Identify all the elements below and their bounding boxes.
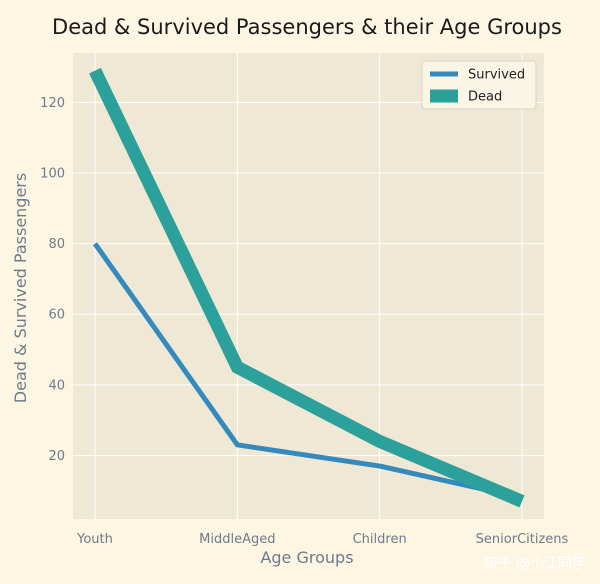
series-layer: [89, 67, 525, 508]
y-tick-label: 120: [40, 96, 65, 111]
watermark-text: 知乎 @小江同学: [484, 555, 586, 572]
series-line-survived: [92, 242, 523, 501]
y-tick-label: 80: [48, 237, 65, 252]
y-tick-label: 40: [48, 378, 65, 393]
y-tick-label: 60: [48, 308, 65, 323]
y-axis-ticks: 20 40 60 80 100 120: [40, 96, 65, 464]
series-line-dead: [89, 67, 525, 508]
y-tick-label: 20: [48, 449, 65, 464]
x-axis-ticks: Youth MiddleAged Children SeniorCitizens: [76, 532, 568, 547]
legend-label: Survived: [468, 68, 525, 83]
x-tick-label: SeniorCitizens: [476, 532, 569, 547]
x-axis-label: Age Groups: [260, 548, 353, 567]
x-tick-label: Youth: [76, 532, 113, 547]
x-tick-label: Children: [353, 532, 407, 547]
legend-label: Dead: [468, 90, 502, 105]
y-axis-label: Dead & Survived Passengers: [11, 173, 30, 403]
y-tick-label: 100: [40, 167, 65, 182]
x-tick-label: MiddleAged: [199, 532, 275, 547]
chart-title: Dead & Survived Passengers & their Age G…: [52, 15, 562, 39]
legend: Survived Dead: [421, 60, 537, 110]
plot-area: [73, 53, 544, 519]
